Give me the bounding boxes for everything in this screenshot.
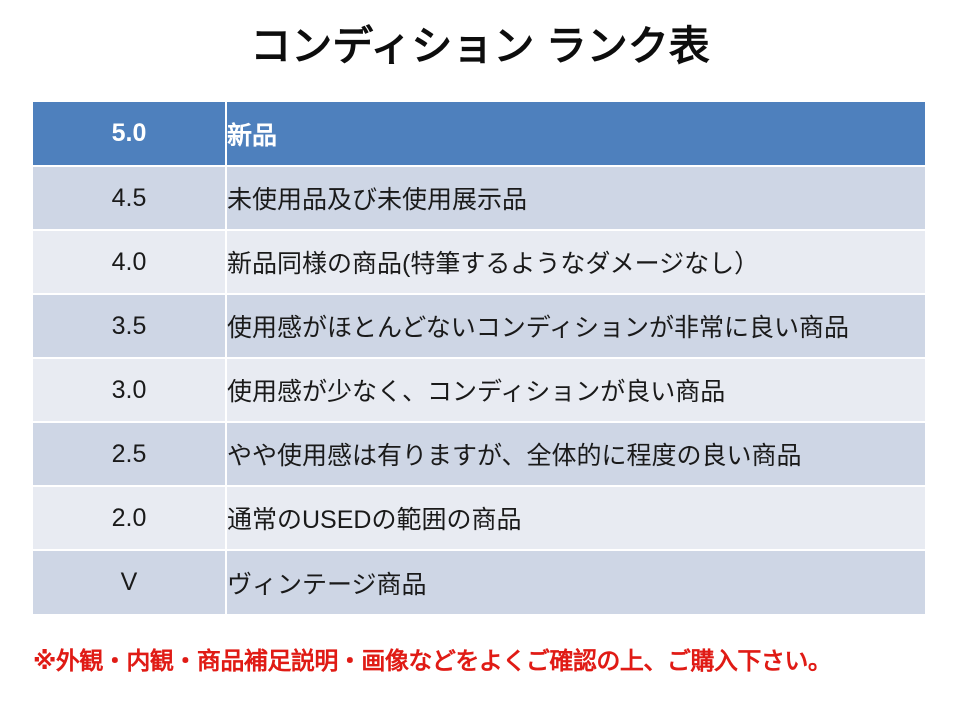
table-row: 3.0 使用感が少なく、コンディションが良い商品 xyxy=(33,358,925,423)
table-row: 3.5 使用感がほとんどないコンディションが非常に良い商品 xyxy=(33,294,925,359)
description-cell: 新品同様の商品(特筆するようなダメージなし） xyxy=(226,230,925,295)
rank-cell: 3.5 xyxy=(33,294,227,359)
rank-cell: 3.0 xyxy=(33,358,227,423)
table-row: 2.5 やや使用感は有りますが、全体的に程度の良い商品 xyxy=(33,422,925,487)
rank-cell: V xyxy=(33,550,227,614)
description-cell: 通常のUSEDの範囲の商品 xyxy=(226,486,925,551)
rank-cell: 2.0 xyxy=(33,486,227,551)
table-row: 4.5 未使用品及び未使用展示品 xyxy=(33,166,925,231)
rank-cell: 4.5 xyxy=(33,166,227,231)
header-rank-cell: 5.0 xyxy=(33,102,227,167)
page-title: コンディション ランク表 xyxy=(250,23,710,69)
description-cell: 未使用品及び未使用展示品 xyxy=(226,166,925,231)
description-cell: 使用感が少なく、コンディションが良い商品 xyxy=(226,358,925,423)
table-row: 2.0 通常のUSEDの範囲の商品 xyxy=(33,486,925,551)
footer-note: ※外観・内観・商品補足説明・画像などをよくご確認の上、ご購入下さい。 xyxy=(33,648,832,675)
rank-cell: 4.0 xyxy=(33,230,227,295)
condition-rank-table: 5.0 新品 4.5 未使用品及び未使用展示品 4.0 新品同様の商品(特筆する… xyxy=(33,102,925,614)
header-description-cell: 新品 xyxy=(226,102,925,167)
table-row: V ヴィンテージ商品 xyxy=(33,550,925,614)
rank-cell: 2.5 xyxy=(33,422,227,487)
description-cell: やや使用感は有りますが、全体的に程度の良い商品 xyxy=(226,422,925,487)
description-cell: 使用感がほとんどないコンディションが非常に良い商品 xyxy=(226,294,925,359)
table-row: 4.0 新品同様の商品(特筆するようなダメージなし） xyxy=(33,230,925,295)
table-header-row: 5.0 新品 xyxy=(33,102,925,167)
table-body: 5.0 新品 4.5 未使用品及び未使用展示品 4.0 新品同様の商品(特筆する… xyxy=(33,102,925,614)
description-cell: ヴィンテージ商品 xyxy=(226,550,925,614)
